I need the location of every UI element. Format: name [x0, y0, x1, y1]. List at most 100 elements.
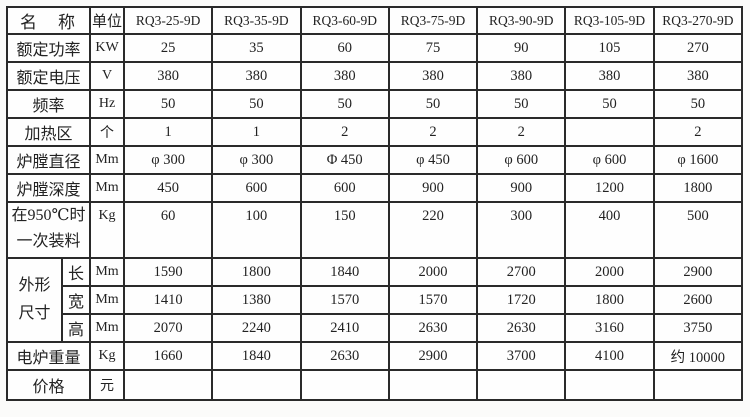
- row-dim-length: 外形 尺寸 长 Mm 1590 1800 1840 2000 2700 2000…: [6, 257, 744, 343]
- value-cell: 150: [299, 201, 390, 259]
- dim-sub-label-length: 长: [61, 257, 91, 287]
- value-cell: 600: [211, 173, 302, 203]
- value-cell: 300: [476, 201, 567, 259]
- row-label: 炉膛深度: [6, 173, 91, 203]
- value-cell: 3750: [652, 313, 744, 343]
- dimensions-group-line1: 外形: [18, 277, 51, 294]
- row-label-line2: 一次装料: [16, 233, 81, 250]
- value-cell: 50: [299, 89, 390, 119]
- value-cell: 450: [122, 173, 214, 203]
- value-cell-empty: [564, 369, 655, 401]
- value-cell: 35: [211, 33, 302, 63]
- dim-sub-label-width: 宽: [61, 285, 91, 315]
- row-dim-height: 高 Mm 2070 2240 2410 2630 2630 3160 3750: [7, 313, 744, 343]
- value-cell: φ 450: [387, 145, 479, 175]
- value-cell: 380: [652, 61, 744, 91]
- row-label: 额定电压: [6, 61, 91, 91]
- unit-column-header: 单位: [89, 6, 125, 35]
- value-cell: 2900: [387, 341, 479, 371]
- value-cell: 600: [299, 173, 390, 203]
- model-header: RQ3-90-9D: [476, 6, 567, 35]
- row-frequency: 频率 Hz 50 50 50 50 50 50 50: [6, 89, 744, 119]
- value-cell: 2000: [564, 257, 655, 287]
- dimensions-group-label: 外形 尺寸: [6, 257, 63, 343]
- unit-cell: Mm: [89, 285, 125, 315]
- model-header: RQ3-35-9D: [211, 6, 302, 35]
- row-label: 在950℃时 一次装料: [6, 201, 91, 259]
- value-cell: 100: [211, 201, 302, 259]
- row-label: 频率: [6, 89, 91, 119]
- unit-cell: Mm: [89, 145, 125, 175]
- row-rated-voltage: 额定电压 V 380 380 380 380 380 380 380: [6, 61, 744, 91]
- unit-cell: 个: [89, 117, 125, 147]
- value-cell: φ 600: [476, 145, 567, 175]
- dimensions-group-line2: 尺寸: [18, 305, 51, 322]
- value-cell-empty: [299, 369, 390, 401]
- value-cell: 1660: [122, 341, 214, 371]
- value-cell: 1410: [122, 285, 214, 315]
- row-label: 炉膛直径: [6, 145, 91, 175]
- value-cell: φ 600: [564, 145, 655, 175]
- value-cell: 60: [299, 33, 390, 63]
- value-cell-empty: [564, 117, 655, 147]
- value-cell: 60: [122, 201, 214, 259]
- value-cell: 2: [652, 117, 744, 147]
- value-cell-empty: [652, 369, 744, 401]
- value-cell: 270: [652, 33, 744, 63]
- model-header: RQ3-25-9D: [122, 6, 214, 35]
- value-cell: 50: [122, 89, 214, 119]
- row-heating-zones: 加热区 个 1 1 2 2 2 2: [6, 117, 744, 147]
- unit-cell: Kg: [89, 341, 125, 371]
- value-cell: 90: [476, 33, 567, 63]
- model-header: RQ3-75-9D: [387, 6, 479, 35]
- value-cell: 1800: [564, 285, 655, 315]
- value-cell: 2900: [652, 257, 744, 287]
- row-label-line1: 在950℃时: [11, 207, 86, 224]
- value-cell: 约 10000: [652, 341, 744, 371]
- furnace-spec-table: 名 称 单位 RQ3-25-9D RQ3-35-9D RQ3-60-9D RQ3…: [6, 6, 744, 401]
- value-cell: 2070: [122, 313, 214, 343]
- value-cell: 1840: [299, 257, 390, 287]
- value-cell: 500: [652, 201, 744, 259]
- header-row: 名 称 单位 RQ3-25-9D RQ3-35-9D RQ3-60-9D RQ3…: [6, 6, 744, 35]
- value-cell: 1: [122, 117, 214, 147]
- value-cell: 2700: [476, 257, 567, 287]
- value-cell: φ 300: [211, 145, 302, 175]
- row-chamber-diameter: 炉膛直径 Mm φ 300 φ 300 Φ 450 φ 450 φ 600 φ …: [6, 145, 744, 175]
- value-cell: 3160: [564, 313, 655, 343]
- unit-cell: Kg: [89, 201, 125, 259]
- value-cell: 1: [211, 117, 302, 147]
- model-header: RQ3-105-9D: [564, 6, 655, 35]
- value-cell: 3700: [476, 341, 567, 371]
- row-charge-at-950c: 在950℃时 一次装料 Kg 60 100 150 220 300 400 50…: [6, 201, 744, 259]
- value-cell: 1570: [299, 285, 390, 315]
- value-cell: 50: [652, 89, 744, 119]
- value-cell: 1800: [211, 257, 302, 287]
- model-header: RQ3-270-9D: [652, 6, 744, 35]
- value-cell: 50: [476, 89, 567, 119]
- value-cell-empty: [476, 369, 567, 401]
- value-cell: 1720: [476, 285, 567, 315]
- value-cell: 25: [122, 33, 214, 63]
- value-cell: 1800: [652, 173, 744, 203]
- row-dim-width: 宽 Mm 1410 1380 1570 1570 1720 1800 2600: [7, 285, 744, 315]
- value-cell: 2600: [652, 285, 744, 315]
- unit-cell: V: [89, 61, 125, 91]
- name-column-header: 名 称: [6, 6, 91, 35]
- unit-cell: KW: [89, 33, 125, 63]
- row-furnace-weight: 电炉重量 Kg 1660 1840 2630 2900 3700 4100 约 …: [6, 341, 744, 371]
- row-chamber-depth: 炉膛深度 Mm 450 600 600 900 900 1200 1800: [6, 173, 744, 203]
- row-price: 价格 元: [6, 369, 744, 401]
- value-cell: 380: [387, 61, 479, 91]
- unit-cell: Mm: [89, 313, 125, 343]
- row-label: 价格: [6, 369, 91, 401]
- value-cell: 50: [387, 89, 479, 119]
- value-cell: 2: [299, 117, 390, 147]
- value-cell: 900: [476, 173, 567, 203]
- row-label: 加热区: [6, 117, 91, 147]
- value-cell: 400: [564, 201, 655, 259]
- value-cell: 1570: [387, 285, 479, 315]
- value-cell: 2630: [476, 313, 567, 343]
- unit-cell: 元: [89, 369, 125, 401]
- value-cell: 220: [387, 201, 479, 259]
